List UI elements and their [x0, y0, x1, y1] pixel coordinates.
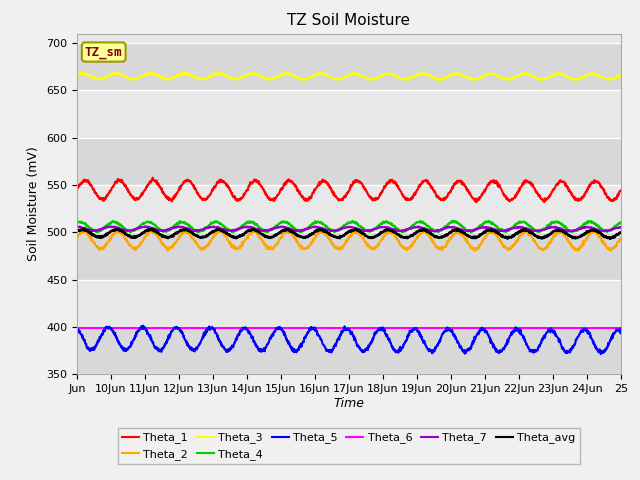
Theta_avg: [304, 234, 312, 240]
Theta_4: [304, 225, 312, 231]
Theta_2: [304, 243, 312, 249]
Text: TZ_sm: TZ_sm: [85, 46, 122, 59]
Theta_avg: [316, 227, 323, 233]
Theta_4: [325, 227, 333, 232]
Theta_5: [617, 328, 625, 334]
Theta_1: [325, 183, 333, 189]
Line: Theta_3: Theta_3: [77, 73, 621, 80]
Line: Theta_1: Theta_1: [77, 178, 621, 202]
Theta_4: [467, 229, 475, 235]
Theta_6: [325, 325, 333, 331]
Theta_7: [565, 228, 573, 234]
Theta_5: [140, 323, 147, 328]
Theta_1: [617, 188, 625, 193]
Title: TZ Soil Moisture: TZ Soil Moisture: [287, 13, 410, 28]
Theta_7: [617, 224, 625, 230]
Theta_7: [316, 225, 323, 230]
Theta_3: [137, 74, 145, 80]
Theta_7: [73, 224, 81, 229]
Theta_6: [115, 325, 123, 331]
Theta_5: [304, 330, 312, 336]
Theta_1: [149, 175, 157, 180]
Theta_2: [325, 236, 333, 242]
Theta_avg: [325, 230, 333, 236]
Theta_2: [73, 234, 81, 240]
Theta_4: [383, 218, 390, 224]
Theta_3: [304, 76, 312, 82]
Theta_4: [449, 218, 456, 224]
Theta_2: [574, 248, 582, 253]
Theta_avg: [73, 228, 81, 234]
Theta_4: [115, 220, 123, 226]
Bar: [77, 185, 621, 232]
Theta_3: [383, 71, 390, 77]
Theta_1: [115, 178, 123, 183]
Theta_6: [315, 325, 323, 331]
Line: Theta_2: Theta_2: [77, 229, 621, 251]
Theta_3: [73, 72, 81, 78]
Theta_7: [141, 224, 149, 229]
Theta_avg: [115, 228, 123, 233]
Theta_6: [73, 325, 81, 331]
Bar: [77, 327, 621, 374]
Theta_2: [316, 230, 323, 236]
Theta_4: [315, 219, 323, 225]
Theta_7: [115, 225, 123, 231]
Bar: [77, 43, 621, 90]
Theta_5: [325, 349, 333, 355]
Theta_2: [383, 229, 390, 235]
Theta_4: [137, 222, 145, 228]
Theta_5: [316, 333, 323, 338]
Theta_1: [304, 196, 312, 202]
Theta_1: [383, 180, 390, 186]
Theta_3: [453, 70, 461, 76]
Theta_5: [73, 326, 81, 332]
Theta_4: [617, 220, 625, 226]
Bar: [77, 90, 621, 138]
Theta_1: [137, 192, 145, 198]
Theta_1: [73, 187, 81, 192]
Y-axis label: Soil Moisture (mV): Soil Moisture (mV): [28, 146, 40, 262]
Theta_2: [617, 235, 625, 241]
Line: Theta_7: Theta_7: [77, 227, 621, 231]
X-axis label: Time: Time: [333, 397, 364, 410]
Theta_6: [617, 325, 625, 331]
Theta_7: [383, 225, 390, 230]
Bar: [77, 232, 621, 280]
Theta_avg: [138, 231, 145, 237]
Theta_7: [325, 228, 333, 234]
Theta_6: [304, 325, 312, 331]
Theta_3: [115, 71, 123, 77]
Legend: Theta_1, Theta_2, Theta_3, Theta_4, Theta_5, Theta_6, Theta_7, Theta_avg: Theta_1, Theta_2, Theta_3, Theta_4, Thet…: [118, 428, 580, 464]
Theta_avg: [617, 230, 625, 236]
Theta_avg: [80, 226, 88, 232]
Theta_2: [115, 229, 123, 235]
Theta_3: [315, 71, 323, 76]
Theta_3: [617, 73, 625, 79]
Theta_6: [137, 325, 145, 331]
Theta_7: [137, 225, 145, 230]
Line: Theta_4: Theta_4: [77, 221, 621, 232]
Theta_6: [383, 325, 390, 331]
Theta_1: [472, 199, 480, 205]
Theta_5: [137, 326, 145, 332]
Theta_avg: [383, 227, 390, 233]
Theta_3: [572, 77, 580, 83]
Theta_4: [73, 220, 81, 226]
Bar: [77, 138, 621, 185]
Theta_5: [597, 351, 605, 357]
Theta_avg: [606, 236, 614, 242]
Theta_3: [325, 73, 333, 79]
Bar: [77, 280, 621, 327]
Theta_2: [138, 239, 145, 245]
Theta_7: [304, 225, 312, 231]
Line: Theta_5: Theta_5: [77, 325, 621, 354]
Line: Theta_avg: Theta_avg: [77, 229, 621, 239]
Theta_1: [316, 182, 323, 188]
Theta_5: [115, 339, 123, 345]
Theta_2: [115, 226, 122, 232]
Theta_5: [383, 333, 390, 338]
